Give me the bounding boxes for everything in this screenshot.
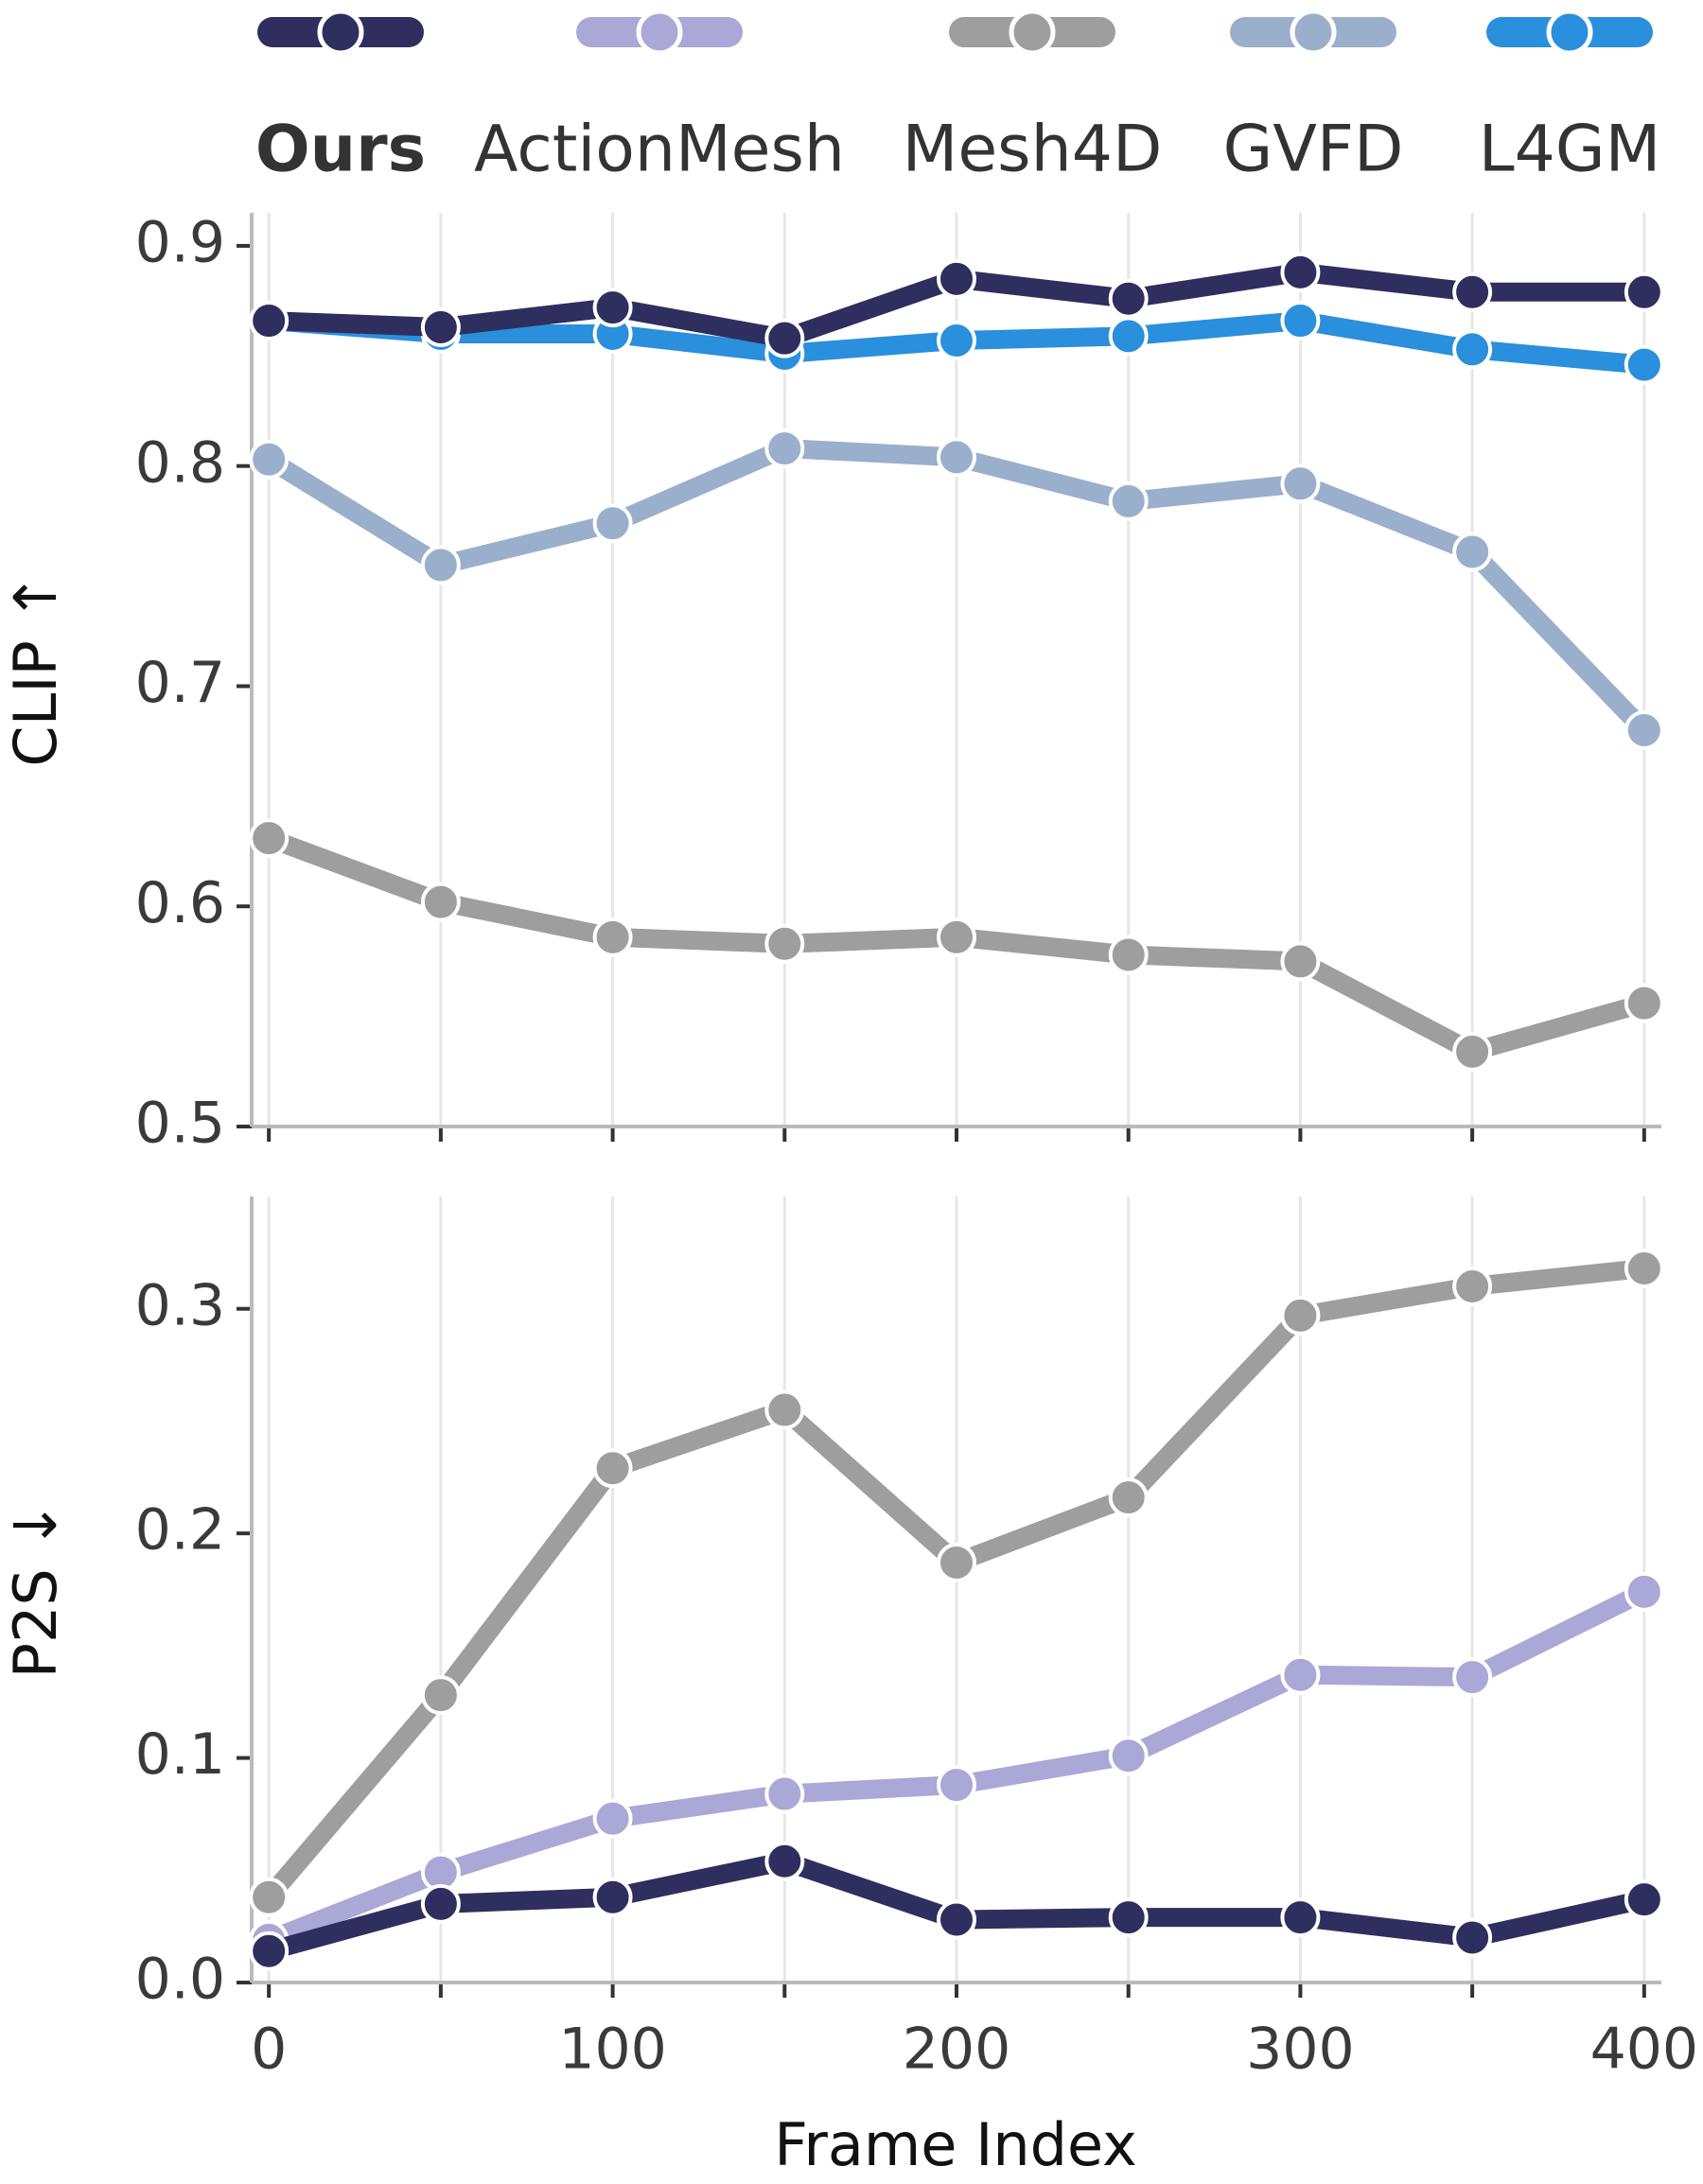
legend-label: Mesh4D: [903, 113, 1163, 187]
x-tick-label: 300: [1246, 2017, 1355, 2083]
x-axis-title: Frame Index: [774, 2110, 1137, 2179]
point: [420, 1883, 461, 1924]
point: [937, 1543, 976, 1583]
plot: 0.5 0.6 0.7 0.8 0.9 CLIP ↑: [1, 210, 1664, 1157]
point: [1624, 710, 1664, 751]
point: [1108, 316, 1149, 357]
point: [1108, 1736, 1149, 1776]
point: [937, 258, 976, 299]
point: [1280, 941, 1321, 982]
point: [1108, 1477, 1149, 1518]
point: [937, 1765, 976, 1806]
point: [1452, 1031, 1493, 1072]
point: [1280, 301, 1321, 341]
point: [592, 288, 633, 328]
point: [1452, 1917, 1493, 1958]
point: [764, 1841, 805, 1881]
point: [764, 923, 805, 964]
point: [1452, 1657, 1493, 1698]
point: [249, 1931, 290, 1971]
legend-label: L4GM: [1479, 113, 1661, 187]
point: [249, 818, 290, 859]
point: [1452, 1266, 1493, 1306]
point: [420, 882, 461, 922]
y-tick-label: 0.1: [135, 1721, 225, 1788]
x-tick-label: 400: [1590, 2017, 1699, 2083]
point: [420, 545, 461, 585]
legend-marker: [1009, 9, 1056, 56]
point: [937, 1899, 976, 1940]
point: [764, 1773, 805, 1814]
point: [937, 321, 976, 361]
point: [592, 1877, 633, 1917]
y-tick-label: 0.8: [135, 429, 225, 496]
point: [592, 917, 633, 957]
point: [1452, 532, 1493, 572]
point: [1280, 1897, 1321, 1938]
y-tick-label: 0.5: [135, 1091, 225, 1157]
legend-marker: [1290, 9, 1337, 56]
y-tick-label: 0.7: [135, 650, 225, 716]
x-tick-label: 200: [903, 2017, 1011, 2083]
point: [764, 1389, 805, 1430]
point: [249, 439, 290, 480]
y-tick-label: 0.3: [135, 1272, 225, 1338]
legend-label: Ours: [255, 113, 426, 187]
point: [1452, 329, 1493, 370]
point: [1624, 1571, 1664, 1612]
y-axis-title: P2S ↓: [1, 1501, 70, 1679]
point: [764, 428, 805, 469]
point: [1624, 983, 1664, 1023]
y-tick-label: 0.0: [135, 1947, 225, 2013]
point: [1624, 1879, 1664, 1920]
point: [1624, 344, 1664, 385]
y-tick-label: 0.9: [135, 210, 225, 276]
point: [764, 318, 805, 358]
point: [420, 1675, 461, 1716]
point: [1280, 463, 1321, 504]
point: [1280, 1654, 1321, 1695]
point: [249, 301, 290, 341]
y-tick-label: 0.6: [135, 870, 225, 936]
point: [937, 437, 976, 478]
legend-marker: [317, 9, 364, 56]
plot: 0 100 200 300 400 0.0 0.1 0.2 0.3 P2S ↓: [1, 1197, 1698, 2083]
y-axis-title: CLIP ↑: [1, 572, 70, 766]
x-tick-label: 100: [558, 2017, 667, 2083]
point: [1624, 1248, 1664, 1288]
point: [420, 307, 461, 348]
legend-marker: [636, 9, 683, 56]
y-tick-label: 0.2: [135, 1497, 225, 1564]
point: [592, 1798, 633, 1839]
point: [1108, 278, 1149, 319]
point: [592, 503, 633, 544]
point: [1280, 252, 1321, 292]
point: [1108, 935, 1149, 975]
point: [1452, 271, 1493, 312]
legend-label: ActionMesh: [474, 113, 845, 187]
point: [1108, 1897, 1149, 1938]
point: [249, 1877, 290, 1917]
point: [1280, 1295, 1321, 1336]
point: [1624, 271, 1664, 312]
point: [1108, 480, 1149, 521]
x-tick-label: 0: [251, 2017, 287, 2083]
legend-marker: [1546, 9, 1593, 56]
point: [592, 1448, 633, 1489]
legend-label: GVFD: [1223, 113, 1404, 187]
point: [937, 917, 976, 957]
